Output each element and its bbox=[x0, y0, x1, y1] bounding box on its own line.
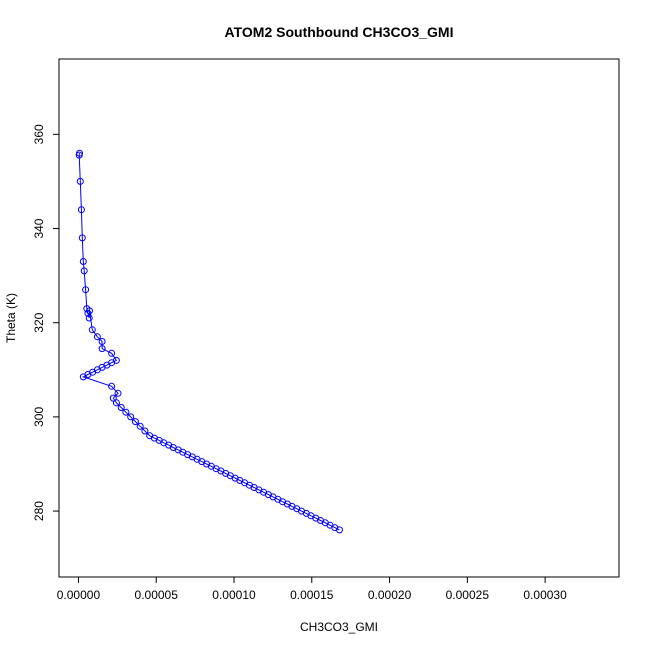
series-points bbox=[75, 149, 343, 534]
data-point bbox=[93, 333, 101, 341]
data-point bbox=[117, 404, 125, 411]
data-point bbox=[141, 427, 149, 435]
data-point bbox=[82, 286, 90, 294]
data-point bbox=[114, 389, 122, 397]
y-tick-label: 280 bbox=[32, 501, 46, 521]
y-axis: 280 300 320 340 360 bbox=[32, 124, 60, 521]
series-lines bbox=[78, 153, 340, 531]
y-axis-label: Theta (K) bbox=[4, 293, 18, 343]
data-point bbox=[127, 413, 135, 421]
data-point bbox=[76, 177, 84, 185]
data-point bbox=[108, 349, 116, 357]
chart-title: ATOM2 Southbound CH3CO3_GMI bbox=[225, 24, 454, 40]
plot-frame bbox=[58, 58, 620, 578]
x-tick-label: 0.00005 bbox=[135, 588, 179, 602]
data-point bbox=[78, 234, 86, 242]
data-point bbox=[112, 399, 120, 407]
x-axis: 0.00000 0.00005 0.00010 0.00015 0.00020 0.000… bbox=[57, 576, 567, 602]
data-point bbox=[109, 394, 117, 402]
data-point bbox=[79, 258, 87, 265]
y-tick-label: 320 bbox=[32, 312, 46, 332]
y-tick-label: 360 bbox=[32, 124, 46, 144]
data-point bbox=[86, 307, 93, 315]
x-tick-label: 0.00010 bbox=[212, 588, 256, 602]
data-point bbox=[336, 526, 343, 534]
data-point bbox=[98, 338, 106, 345]
data-point bbox=[79, 373, 87, 381]
x-tick-label: 0.00000 bbox=[57, 588, 101, 602]
x-tick-label: 0.00030 bbox=[523, 588, 567, 602]
x-tick-label: 0.00020 bbox=[368, 588, 412, 602]
data-point bbox=[85, 314, 93, 322]
series-line bbox=[78, 153, 340, 531]
data-point bbox=[88, 326, 96, 334]
data-point bbox=[136, 422, 144, 430]
data-point bbox=[122, 408, 130, 416]
data-point bbox=[98, 345, 106, 353]
x-axis-label: CH3CO3_GMI bbox=[300, 620, 378, 634]
data-point bbox=[108, 382, 116, 390]
data-point bbox=[77, 206, 85, 214]
x-tick-label: 0.00025 bbox=[446, 588, 490, 602]
data-point bbox=[80, 267, 88, 275]
data-point bbox=[131, 418, 139, 426]
y-tick-label: 300 bbox=[32, 407, 46, 427]
data-point bbox=[75, 151, 83, 159]
y-tick-label: 340 bbox=[32, 218, 46, 238]
x-tick-label: 0.00015 bbox=[290, 588, 334, 602]
